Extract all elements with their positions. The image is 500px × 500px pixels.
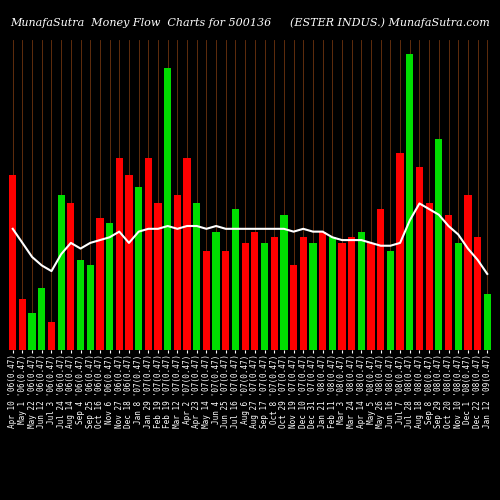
Bar <box>406 54 413 350</box>
Bar <box>144 158 152 350</box>
Bar <box>474 238 481 350</box>
Bar <box>106 223 113 350</box>
Bar <box>261 243 268 350</box>
Bar <box>270 238 278 350</box>
Bar <box>396 152 404 350</box>
Bar <box>28 314 35 350</box>
Bar <box>38 288 46 350</box>
Bar <box>387 252 394 350</box>
Bar <box>135 186 142 350</box>
Bar <box>126 176 132 350</box>
Bar <box>48 322 55 350</box>
Bar <box>184 158 190 350</box>
Bar <box>116 158 123 350</box>
Bar <box>435 138 442 350</box>
Bar <box>9 176 16 350</box>
Bar <box>154 204 162 350</box>
Bar <box>212 232 220 350</box>
Text: MunafaSutra  Money Flow  Charts for 500136: MunafaSutra Money Flow Charts for 500136 <box>10 18 271 28</box>
Bar <box>86 266 94 350</box>
Bar <box>368 243 374 350</box>
Bar <box>377 209 384 350</box>
Bar <box>67 204 74 350</box>
Bar <box>454 243 462 350</box>
Bar <box>77 260 84 350</box>
Bar <box>174 195 181 350</box>
Bar <box>464 195 471 350</box>
Bar <box>203 252 210 350</box>
Bar <box>242 243 249 350</box>
Bar <box>58 195 65 350</box>
Bar <box>19 300 26 350</box>
Bar <box>484 294 491 350</box>
Bar <box>193 204 200 350</box>
Bar <box>445 214 452 350</box>
Bar <box>96 218 103 350</box>
Bar <box>251 232 258 350</box>
Bar <box>232 209 239 350</box>
Bar <box>328 238 336 350</box>
Bar <box>222 252 230 350</box>
Bar <box>348 238 356 350</box>
Bar <box>426 204 433 350</box>
Bar <box>164 68 172 350</box>
Bar <box>358 232 365 350</box>
Text: (ESTER INDUS.) MunafaSutra.com: (ESTER INDUS.) MunafaSutra.com <box>290 17 490 28</box>
Bar <box>416 167 423 350</box>
Bar <box>290 266 297 350</box>
Bar <box>310 243 316 350</box>
Bar <box>280 214 287 350</box>
Bar <box>300 238 307 350</box>
Bar <box>319 232 326 350</box>
Bar <box>338 243 345 350</box>
